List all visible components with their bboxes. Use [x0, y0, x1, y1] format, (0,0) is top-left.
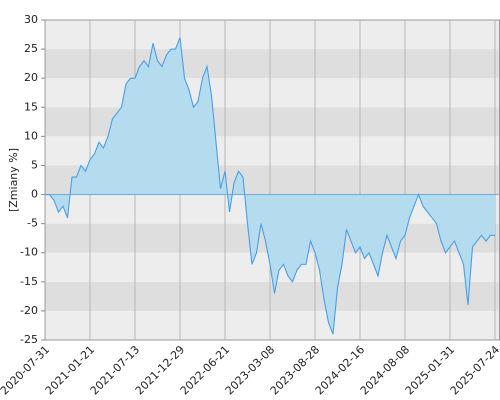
line [45, 37, 495, 335]
y-tick-label: 0 [31, 188, 38, 201]
grid-band [45, 49, 500, 79]
y-tick-label: 20 [24, 71, 38, 84]
y-tick-label: 30 [24, 13, 38, 26]
y-tick-label: -20 [20, 304, 38, 317]
y-tick-label: 5 [31, 158, 38, 171]
y-tick-label: -15 [20, 275, 38, 288]
y-tick-label: 25 [24, 42, 38, 55]
y-tick-label: 15 [24, 100, 38, 113]
grid-band [45, 78, 500, 108]
grid-band [45, 281, 500, 311]
area [45, 37, 495, 335]
y-tick-label: 10 [24, 129, 38, 142]
y-tick-label: -5 [27, 217, 38, 230]
y-tick-label: -10 [20, 246, 38, 259]
grid-band [45, 310, 500, 340]
y-axis-label: [Zmiany %] [7, 148, 20, 212]
grid-band [45, 20, 500, 50]
y-tick-label: -25 [20, 333, 38, 346]
